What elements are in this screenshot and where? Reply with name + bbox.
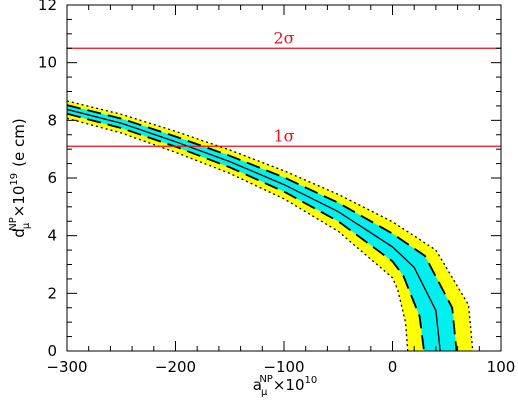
x-tick-label: 0 — [388, 358, 398, 376]
curve-dashed-1 — [67, 104, 458, 351]
y-tick-label: 6 — [47, 169, 57, 187]
bands-layer — [67, 101, 473, 351]
x-title-tail: ×10 — [273, 376, 305, 394]
y-title-base: d — [10, 228, 28, 238]
x-title-sub: μ — [261, 387, 268, 398]
limit-line-label-1: 1σ — [273, 126, 294, 145]
limit-lines-layer: 2σ 1σ — [67, 28, 501, 147]
curve-dotted-3 — [67, 100, 474, 351]
y-title-unit: (e cm) — [10, 118, 28, 167]
x-tick-label: −100 — [263, 358, 304, 376]
y-axis-title: dμNP×1019 (e cm) — [8, 118, 32, 237]
y-title-sup: NP — [8, 217, 19, 231]
y-tick-label: 2 — [47, 284, 57, 302]
x-tick-label: 100 — [487, 358, 516, 376]
outer-band-yellow — [67, 101, 473, 351]
y-title-tail: ×10 — [10, 186, 28, 218]
limit-line-label-0: 2σ — [273, 28, 294, 47]
x-title-tail-sup: 10 — [305, 375, 318, 386]
x-title-sup: NP — [259, 374, 273, 385]
x-title-base: a — [253, 376, 262, 394]
curve-solid-0 — [67, 108, 441, 351]
x-axis-title: aμ NP×1010 — [253, 374, 317, 398]
inner-band-cyan — [67, 105, 457, 351]
y-tick-label: 12 — [38, 0, 57, 14]
curve-dotted-4 — [67, 117, 409, 351]
curves-layer — [67, 100, 474, 351]
curve-dashed-2 — [67, 112, 425, 351]
ticks-layer: −300 −200 −100 0 100 0 2 4 6 8 10 12 — [38, 0, 515, 376]
x-tick-label: −200 — [155, 358, 196, 376]
y-tick-label: 10 — [38, 54, 57, 72]
y-tick-label: 4 — [47, 227, 57, 245]
x-tick-label: −300 — [46, 358, 87, 376]
y-tick-label: 0 — [47, 342, 57, 360]
y-title-sub: μ — [21, 222, 32, 229]
y-tick-label: 8 — [47, 111, 57, 129]
y-title-tail-sup: 19 — [9, 173, 20, 186]
